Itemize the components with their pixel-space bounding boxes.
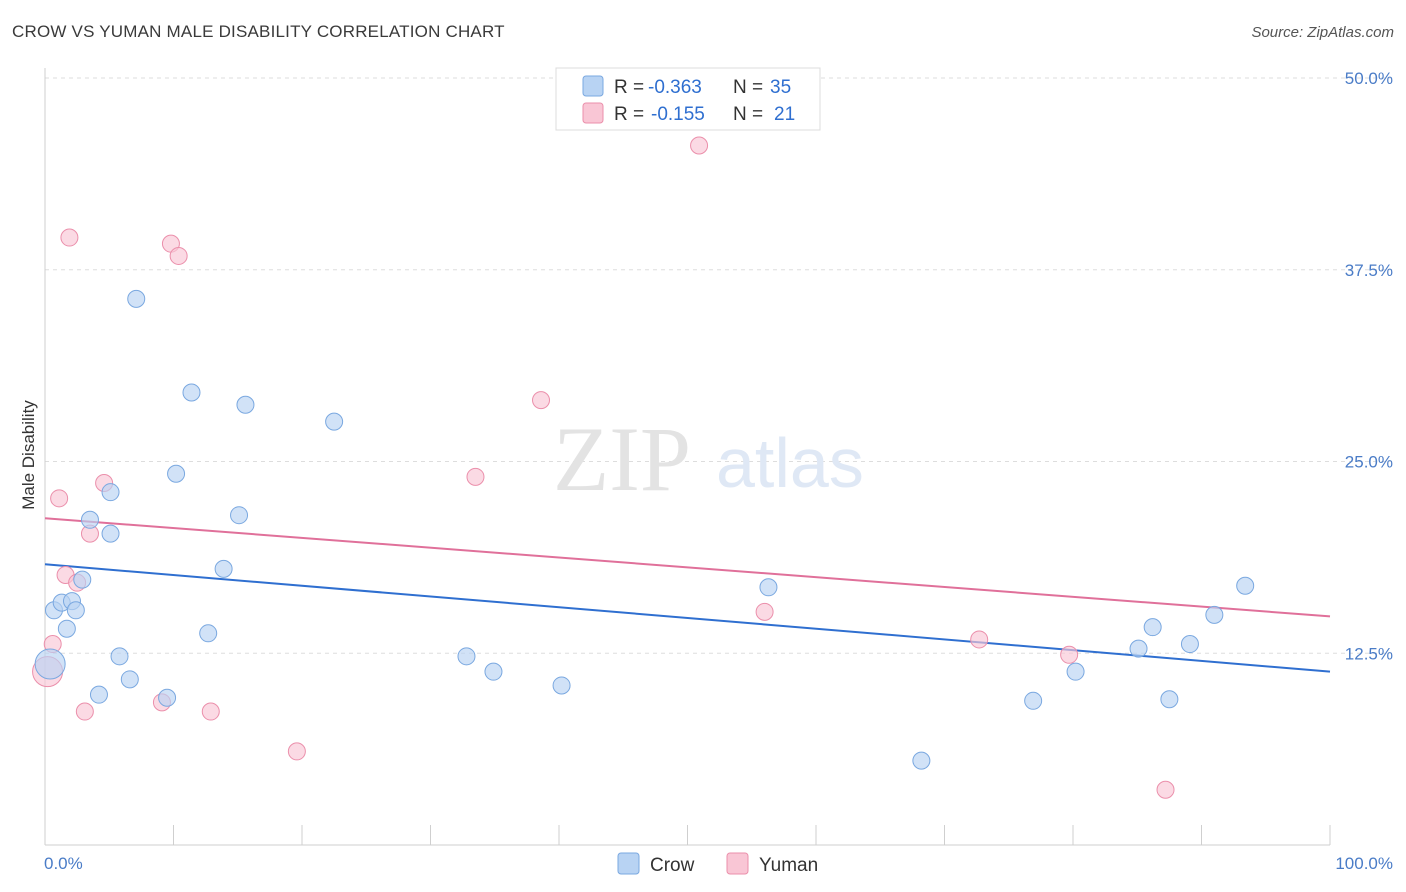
data-points [32,136,1255,799]
point-yuman [532,391,551,410]
y-tick-label: 50.0% [1345,69,1393,88]
legend-crow-n-value: 35 [770,77,791,98]
point-yuman [50,489,69,508]
point-yuman [201,702,220,721]
point-crow [484,662,503,681]
bottom-legend-yuman-swatch [726,852,749,875]
trend-lines [44,517,1331,673]
trend-line-yuman [44,517,1331,618]
point-yuman [75,702,94,721]
y-axis-label: Male Disability [19,400,38,510]
point-yuman [60,228,79,247]
point-yuman [466,467,485,486]
point-crow [110,647,129,666]
point-crow [325,412,344,431]
chart-title: CROW VS YUMAN MALE DISABILITY CORRELATIO… [12,22,505,41]
bottom-legend: Crow Yuman [617,852,818,876]
point-crow [34,648,66,680]
axes [44,68,1331,846]
point-crow [1180,635,1199,654]
watermark-atlas: atlas [716,424,864,502]
x-tick-label: 100.0% [1335,854,1393,873]
watermark-zip: ZIP [553,408,691,510]
point-crow [57,619,76,638]
point-crow [73,570,92,589]
point-crow [1129,639,1148,658]
point-crow [101,524,120,543]
legend-yuman-swatch [582,102,604,124]
grid-lines [45,77,1392,654]
point-crow [167,464,186,483]
point-crow [80,510,99,529]
point-crow [1205,605,1224,624]
legend-yuman-n-value: 21 [774,104,795,125]
point-crow [214,559,233,578]
legend-yuman-r-label: R = [614,104,644,125]
point-yuman [755,602,774,621]
y-tick-label: 12.5% [1345,644,1393,663]
legend-crow-swatch [582,75,604,97]
point-crow [158,688,177,707]
x-tick-labels: 0.0% 100.0% [44,854,1393,873]
point-crow [199,624,218,643]
source-label: Source: ZipAtlas.com [1251,24,1394,41]
bottom-legend-yuman-label: Yuman [759,855,818,876]
point-crow [120,670,139,689]
y-tick-labels: 12.5% 25.0% 37.5% 50.0% [1345,69,1393,663]
point-crow [457,647,476,666]
y-tick-label: 37.5% [1345,261,1393,280]
point-crow [230,506,249,525]
watermark: ZIP atlas [553,408,864,510]
point-crow [101,483,120,502]
point-crow [127,289,146,308]
bottom-legend-crow-label: Crow [650,855,695,876]
x-tick-label: 0.0% [44,854,83,873]
legend-crow-r-value: -0.363 [648,77,702,98]
trend-line-crow [44,563,1331,673]
point-crow [1143,618,1162,637]
point-crow [1066,662,1085,681]
point-yuman [1156,780,1175,799]
legend: R = -0.363 N = 35 R = -0.155 N = 21 [555,67,821,131]
point-yuman [169,246,188,265]
point-crow [66,601,85,620]
legend-yuman-r-value: -0.155 [651,104,705,125]
legend-yuman-n-label: N = [733,104,763,125]
point-crow [912,751,931,770]
point-yuman [287,742,306,761]
point-crow [236,395,255,414]
legend-crow-r-label: R = [614,77,644,98]
point-crow [1160,690,1179,709]
point-crow [182,383,201,402]
bottom-legend-crow-swatch [617,852,640,875]
point-crow [552,676,571,695]
point-yuman [690,136,709,155]
point-yuman [1060,645,1079,664]
point-crow [1236,576,1255,595]
legend-crow-n-label: N = [733,77,763,98]
point-crow [1024,691,1043,710]
point-crow [759,578,778,597]
point-crow [89,685,108,704]
point-yuman [970,630,989,649]
y-tick-label: 25.0% [1345,453,1393,472]
